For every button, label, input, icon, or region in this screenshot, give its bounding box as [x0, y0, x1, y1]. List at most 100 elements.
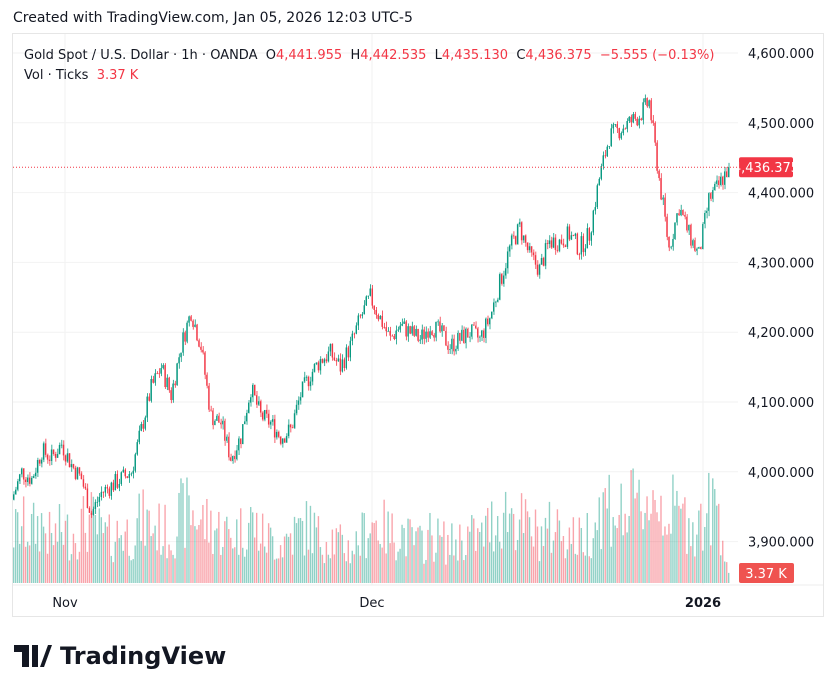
volume-bar — [487, 507, 489, 583]
candle-body — [662, 197, 664, 200]
volume-bar — [427, 529, 429, 583]
candle-body — [172, 383, 174, 401]
candle-body — [198, 340, 200, 347]
candle-body — [604, 155, 606, 157]
candle-body — [154, 373, 156, 383]
volume-bar — [387, 511, 389, 583]
volume-bar — [78, 551, 81, 583]
candle-body — [620, 133, 622, 139]
volume-bar — [393, 542, 395, 583]
candle-body — [630, 116, 632, 123]
open-value: 4,441.955 — [276, 48, 343, 63]
symbol-title[interactable]: Gold Spot / U.S. Dollar · 1h · OANDA — [24, 48, 258, 63]
candle-body — [489, 318, 491, 325]
volume-bar — [166, 558, 168, 583]
candle-body — [710, 193, 712, 199]
candle-body — [148, 396, 150, 401]
candle-body — [76, 467, 79, 479]
volume-bar — [311, 553, 314, 583]
candle-body — [255, 395, 258, 405]
candle-body — [413, 326, 415, 336]
volume-bar — [240, 508, 242, 583]
candle-body — [285, 436, 288, 443]
candle-body — [244, 421, 246, 425]
high-value: 4,442.535 — [360, 48, 427, 63]
volume-bar — [90, 492, 93, 583]
candle-body — [86, 488, 89, 508]
volume-bar — [353, 554, 355, 583]
candle-body — [718, 180, 720, 185]
candle-body — [335, 360, 338, 362]
volume-bar — [40, 513, 43, 583]
volume-bar — [13, 547, 15, 583]
volume-bar — [692, 522, 694, 583]
volume-bar — [351, 550, 353, 583]
candle-body — [30, 477, 33, 484]
candle-body — [180, 352, 182, 358]
candle-body — [534, 255, 537, 265]
candle-body — [600, 166, 602, 179]
volume-label[interactable]: Vol · Ticks — [24, 68, 89, 83]
candle-body — [441, 325, 443, 332]
candle-body — [706, 210, 708, 213]
volume-bar — [580, 527, 583, 583]
volume-bar — [343, 553, 346, 583]
volume-bar — [447, 534, 449, 583]
candle-body — [624, 128, 626, 130]
candle-body — [447, 345, 449, 350]
candle-body — [226, 436, 228, 441]
volume-bar — [333, 554, 336, 583]
volume-bar — [409, 519, 411, 583]
legend: Gold Spot / U.S. Dollar · 1h · OANDA O4,… — [24, 46, 714, 86]
volume-bar — [190, 525, 192, 583]
candle-body — [218, 415, 220, 423]
last-price-label: 4,436.375 — [733, 161, 799, 176]
volume-bar — [162, 546, 164, 583]
volume-bar — [305, 501, 308, 583]
y-tick-label: 4,100.000 — [748, 396, 814, 411]
candle-body — [475, 325, 477, 329]
candle-body — [134, 454, 136, 471]
volume-bar — [666, 534, 668, 583]
candle-body — [540, 258, 543, 265]
candle-body — [435, 321, 437, 338]
volume-bar — [714, 489, 716, 583]
volume-bar — [680, 508, 682, 583]
volume-bar — [722, 540, 724, 583]
volume-bar — [236, 519, 238, 583]
volume-bar — [122, 550, 124, 583]
volume-bar — [506, 532, 509, 583]
candle-body — [361, 314, 363, 316]
candle-body — [222, 420, 224, 425]
volume-bar — [496, 516, 499, 583]
volume-bar — [257, 550, 260, 583]
candle-body — [421, 329, 423, 340]
tradingview-logo[interactable]: TradingView — [14, 642, 226, 670]
candle-body — [694, 240, 696, 251]
candle-body — [100, 491, 103, 497]
volume-bar — [698, 510, 700, 583]
volume-bar — [361, 512, 363, 583]
candle-body — [399, 325, 401, 330]
volume-bar — [18, 543, 21, 583]
volume-bar — [132, 559, 134, 583]
candle-body — [411, 326, 413, 334]
candle-body — [654, 122, 656, 143]
volume-bar — [381, 547, 383, 583]
candle-body — [700, 247, 702, 250]
candle-body — [112, 482, 114, 491]
candle-body — [407, 326, 409, 337]
volume-bar — [242, 547, 244, 583]
candle-body — [349, 340, 351, 358]
chart-frame[interactable] — [12, 33, 824, 617]
candle-body — [329, 343, 332, 352]
volume-bar — [512, 513, 515, 583]
candle-body — [66, 453, 69, 462]
candle-body — [427, 331, 429, 338]
volume-bar — [184, 547, 186, 583]
candle-body — [96, 501, 99, 503]
volume-bar — [218, 511, 220, 583]
volume-bar — [321, 554, 324, 583]
volume-bar — [202, 504, 204, 583]
